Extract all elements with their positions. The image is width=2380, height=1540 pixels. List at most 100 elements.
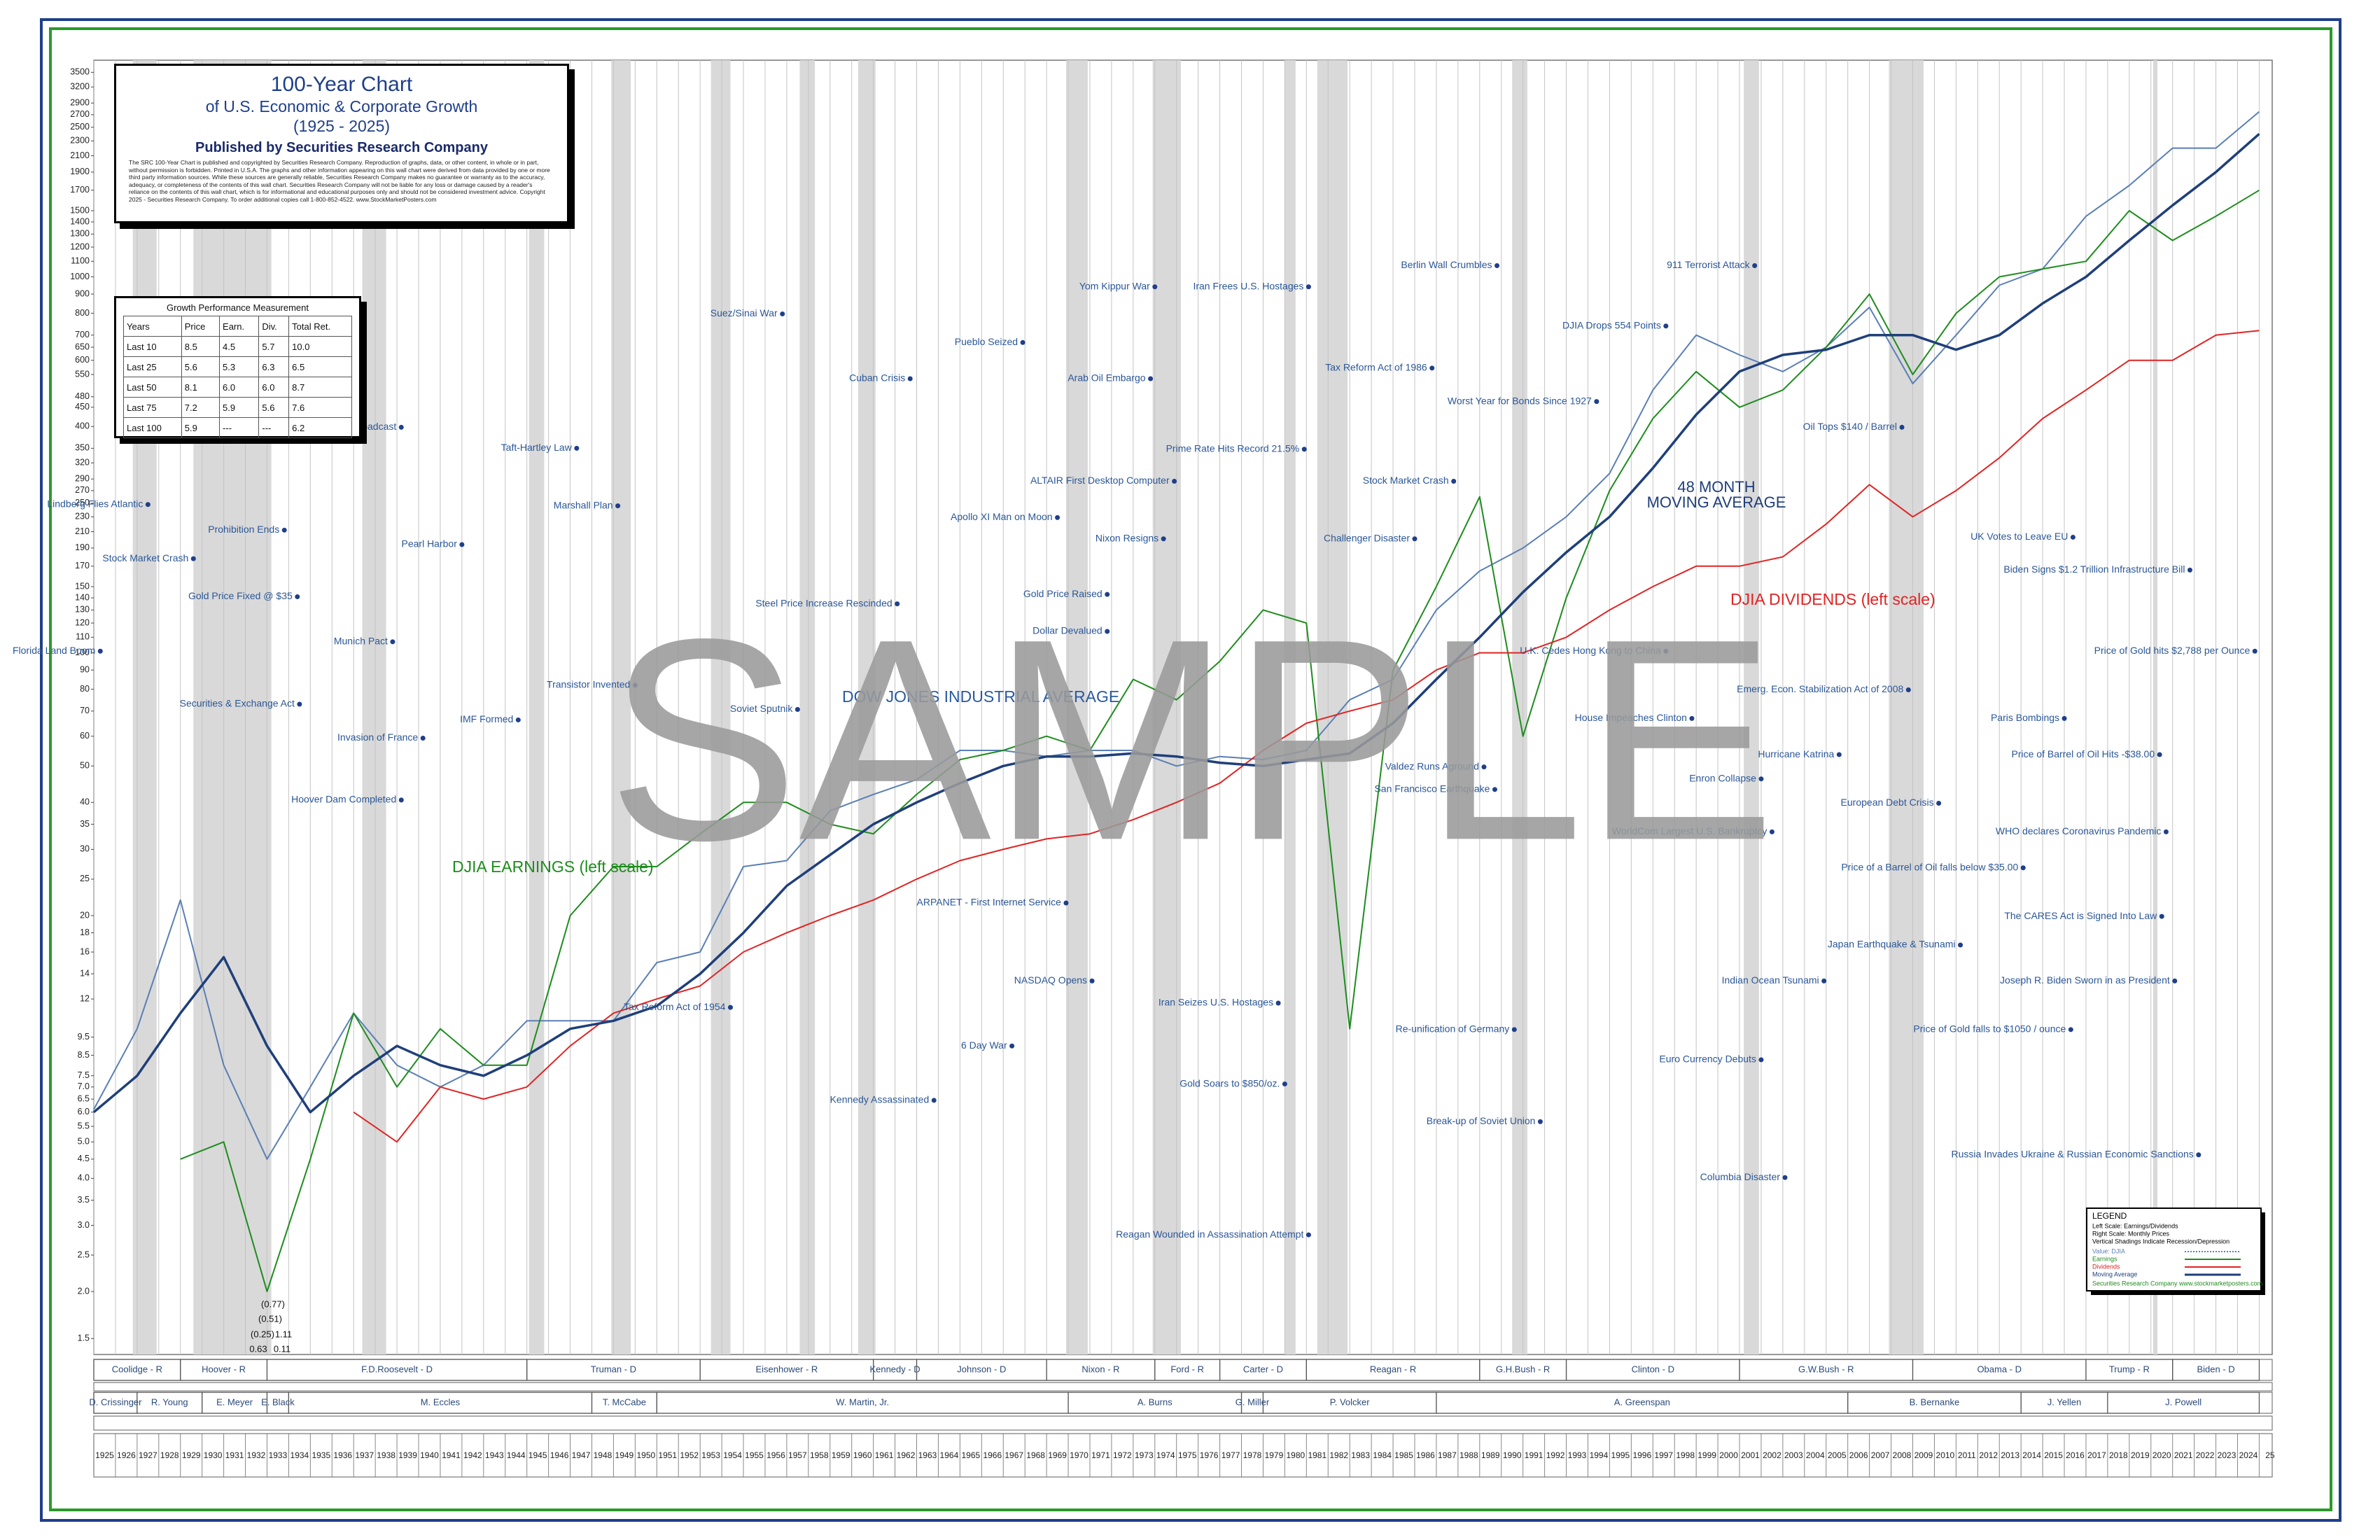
table-cell: 6.0 (219, 377, 260, 398)
x-tick-label: 2018 (2109, 1450, 2128, 1460)
event-label: Worst Year for Bonds Since 1927 (1448, 395, 1592, 406)
event-marker (1429, 365, 1435, 371)
table-cell: 5.6 (181, 356, 220, 377)
event-marker (2068, 1027, 2073, 1032)
x-tick-label: 1977 (1222, 1450, 1240, 1460)
event-label: Gold Price Fixed @ $35 (188, 590, 293, 601)
y-tick-label: 140 (75, 592, 90, 602)
event-label: Price of a Barrel of Oil falls below $35… (1841, 861, 2018, 872)
table-cell: 7.6 (288, 397, 352, 418)
y-tick-label: 7.0 (78, 1082, 90, 1091)
y-tick-label: 1200 (70, 241, 90, 251)
x-tick-label: 1951 (658, 1450, 677, 1460)
y-tick-label: 1700 (70, 185, 90, 195)
table-cell: Last 10 (123, 336, 182, 357)
y-tick-label: 700 (75, 330, 90, 340)
event-marker (574, 445, 580, 451)
event-marker (1537, 1119, 1543, 1124)
x-tick-label: 1996 (1632, 1450, 1651, 1460)
y-tick-label: 9.5 (78, 1032, 90, 1042)
event-label: Stock Market Crash (1363, 475, 1449, 486)
legend-footer: Securities Research Company www.stockmar… (2092, 1280, 2262, 1287)
event-marker (398, 424, 404, 430)
fed-chair-label: D. Crissinger (89, 1396, 142, 1407)
recession-shading (1744, 60, 1759, 1354)
event-label: Japan Earthquake & Tsunami (1828, 939, 1956, 950)
y-tick-label: 14 (80, 968, 90, 978)
annotation: 1.11 (275, 1329, 292, 1339)
y-tick-label: 150 (75, 581, 90, 591)
table-cell: 6.5 (288, 356, 352, 377)
table-cell: 4.5 (219, 336, 260, 357)
fed-chair-label: E. Black (261, 1396, 295, 1407)
event-label: Hurricane Katrina (1758, 748, 1834, 760)
x-tick-label: 1992 (1546, 1450, 1565, 1460)
recession-shading (1065, 60, 1088, 1354)
x-tick-label: 1982 (1329, 1450, 1348, 1460)
event-label: Price of Barrel of Oil Hits -$38.00 (2012, 748, 2155, 760)
y-tick-label: 2100 (70, 150, 90, 160)
legend-entry: Value: DJIA (2092, 1247, 2125, 1254)
event-label: 6 Day War (961, 1040, 1007, 1051)
y-tick-label: 600 (75, 355, 90, 365)
event-label: Challenger Disaster (1324, 532, 1410, 543)
table-header-cell: Earn. (219, 316, 260, 337)
recession-shading (611, 60, 631, 1354)
president-label: Carter - D (1243, 1364, 1283, 1374)
table-cell: 10.0 (288, 336, 352, 357)
x-tick-label: 1997 (1654, 1450, 1673, 1460)
x-tick-label: 1955 (745, 1450, 764, 1460)
y-tick-label: 3.0 (78, 1220, 90, 1230)
table-cell: 8.5 (181, 336, 220, 357)
recession-shading (858, 60, 876, 1354)
table-cell: 5.9 (181, 417, 220, 438)
event-label: Taft-Hartley Law (501, 442, 573, 453)
event-label: Paris Bombings (1991, 712, 2059, 723)
president-label: Coolidge - R (112, 1364, 162, 1374)
event-marker (1172, 478, 1177, 484)
event-marker (2020, 865, 2026, 871)
fine-print: The SRC 100-Year Chart is published and … (129, 159, 550, 203)
event-label: Biden Signs $1.2 Trillion Infrastructure… (2003, 564, 2185, 575)
event-label: Yom Kippur War (1079, 280, 1150, 291)
y-tick-label: 3200 (70, 82, 90, 92)
x-tick-label: 1947 (572, 1450, 591, 1460)
event-marker (615, 503, 621, 509)
recession-shading (1889, 60, 1924, 1354)
y-tick-label: 80 (80, 684, 90, 694)
date-range: (1925 - 2025) (293, 117, 391, 135)
x-tick-label: 1961 (875, 1450, 894, 1460)
president-label: Kennedy - D (869, 1364, 920, 1374)
event-marker (1836, 752, 1842, 757)
event-marker (2163, 829, 2169, 834)
table-cell: Last 25 (123, 356, 182, 377)
y-tick-label: 110 (76, 632, 90, 642)
event-marker (727, 1004, 733, 1010)
event-marker (907, 376, 913, 382)
event-label: Prime Rate Hits Record 21.5% (1166, 442, 1300, 454)
y-tick-label: 4.5 (78, 1154, 90, 1163)
x-tick-label: 2008 (1893, 1450, 1912, 1460)
recession-shading (710, 60, 731, 1354)
annotation: DJIA EARNINGS (left scale) (452, 858, 654, 876)
x-tick-label: 1925 (95, 1450, 114, 1460)
president-term (2172, 1359, 2260, 1381)
event-marker (1089, 978, 1095, 983)
event-label: ALTAIR First Desktop Computer (1030, 475, 1170, 486)
annotation: (0.25) (251, 1329, 274, 1339)
fed-chair-label: A. Greenspan (1614, 1396, 1670, 1407)
event-marker (780, 311, 785, 316)
event-label: Cuban Crisis (849, 372, 905, 384)
event-label: Iran Frees U.S. Hostages (1193, 280, 1303, 291)
y-tick-label: 350 (75, 443, 90, 453)
x-tick-label: 1967 (1004, 1450, 1023, 1460)
x-tick-label: 1962 (897, 1450, 916, 1460)
y-tick-label: 270 (75, 485, 90, 495)
table-header-cell: Price (181, 316, 220, 337)
president-label: Eisenhower - R (755, 1364, 818, 1374)
event-marker (1689, 715, 1695, 721)
x-tick-label: 2024 (2239, 1450, 2258, 1460)
table-header-cell: Total Ret. (288, 316, 352, 337)
x-tick-label: 1930 (204, 1450, 223, 1460)
y-tick-label: 320 (75, 458, 90, 468)
